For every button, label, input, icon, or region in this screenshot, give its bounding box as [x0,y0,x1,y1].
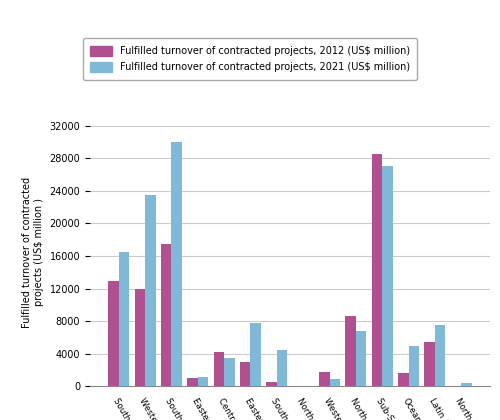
Bar [462,383,472,386]
Bar [187,378,198,386]
Bar [319,372,330,386]
Bar [118,252,130,386]
Bar [224,358,234,386]
Bar [145,195,156,386]
Bar [108,281,118,386]
Bar [134,289,145,386]
Bar [214,352,224,386]
Bar [198,377,208,386]
Bar [356,331,366,386]
Y-axis label: Fulfilled turnover of contracted
projects (US$ million ): Fulfilled turnover of contracted project… [22,176,44,328]
Bar [172,142,182,386]
Bar [346,315,356,386]
Bar [424,341,435,386]
Bar [250,323,261,386]
Bar [240,362,250,386]
Bar [408,346,419,386]
Bar [435,326,446,386]
Legend: Fulfilled turnover of contracted projects, 2012 (US$ million), Fulfilled turnove: Fulfilled turnover of contracted project… [82,38,417,80]
Bar [330,379,340,386]
Bar [372,154,382,386]
Bar [277,350,287,386]
Bar [161,244,172,386]
Bar [398,373,408,386]
Bar [266,382,277,386]
Bar [382,166,393,386]
